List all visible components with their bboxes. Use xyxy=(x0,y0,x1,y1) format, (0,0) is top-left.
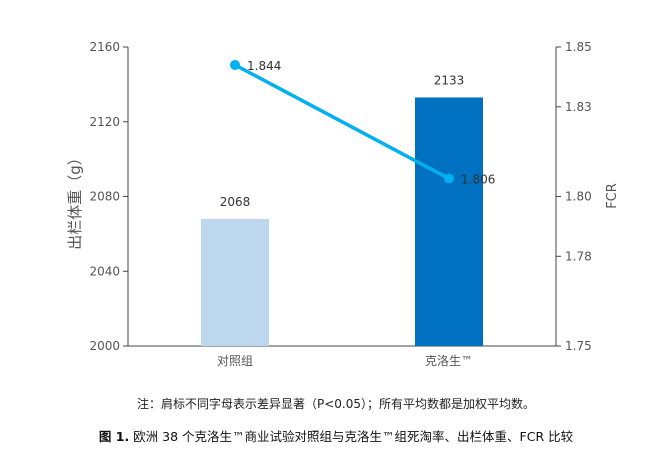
bar xyxy=(415,97,483,346)
fcr-point xyxy=(444,173,454,184)
y-left-tick-label: 2040 xyxy=(89,264,120,278)
fcr-point xyxy=(230,59,240,70)
figure-label: 图 1. xyxy=(98,429,130,444)
y-left-tick-label: 2000 xyxy=(89,339,120,353)
fcr-line xyxy=(234,63,450,181)
fcr-line-series: 1.844 1.806 xyxy=(230,59,495,187)
y-left-tick-label: 2160 xyxy=(89,40,120,54)
figure-caption: 图 1. 欧洲 38 个克洛生™商业试验对照组与克洛生™组死淘率、出栏体重、FC… xyxy=(0,426,672,445)
x-tick-label: 对照组 xyxy=(217,354,253,368)
y-left-tick-label: 2080 xyxy=(89,190,120,204)
fcr-data-label: 1.806 xyxy=(461,173,495,187)
chart-axes: 2000 2040 2080 2120 2160 1.75 1.78 1.80 1.83 1.85… xyxy=(89,40,591,368)
x-tick-label: 克洛生™ xyxy=(425,353,473,368)
y-axis-left-title: 出栏体重（g） xyxy=(66,150,84,250)
y-axis-right-title: FCR xyxy=(605,183,620,209)
y-right-tick-label: 1.85 xyxy=(565,40,592,54)
y-right-tick-label: 1.80 xyxy=(565,190,592,204)
y-right-tick-label: 1.75 xyxy=(565,339,592,353)
chart: 2000 2040 2080 2120 2160 1.75 1.78 1.80 1.83 1.85… xyxy=(66,40,620,368)
bar-data-label: 2133 xyxy=(434,73,465,87)
y-right-tick-label: 1.83 xyxy=(565,100,592,114)
chart-note: 注：肩标不同字母表示差异显著（P<0.05）；所有平均数都是加权平均数。 xyxy=(136,397,535,411)
fcr-data-label: 1.844 xyxy=(247,59,281,73)
bar-series: 2068 2133 xyxy=(201,73,483,346)
bar-data-label: 2068 xyxy=(220,195,251,209)
bar xyxy=(201,218,269,346)
y-left-tick-label: 2120 xyxy=(89,115,120,129)
figure-caption-text: 欧洲 38 个克洛生™商业试验对照组与克洛生™组死淘率、出栏体重、FCR 比较 xyxy=(129,429,574,444)
y-right-tick-label: 1.78 xyxy=(565,249,592,263)
